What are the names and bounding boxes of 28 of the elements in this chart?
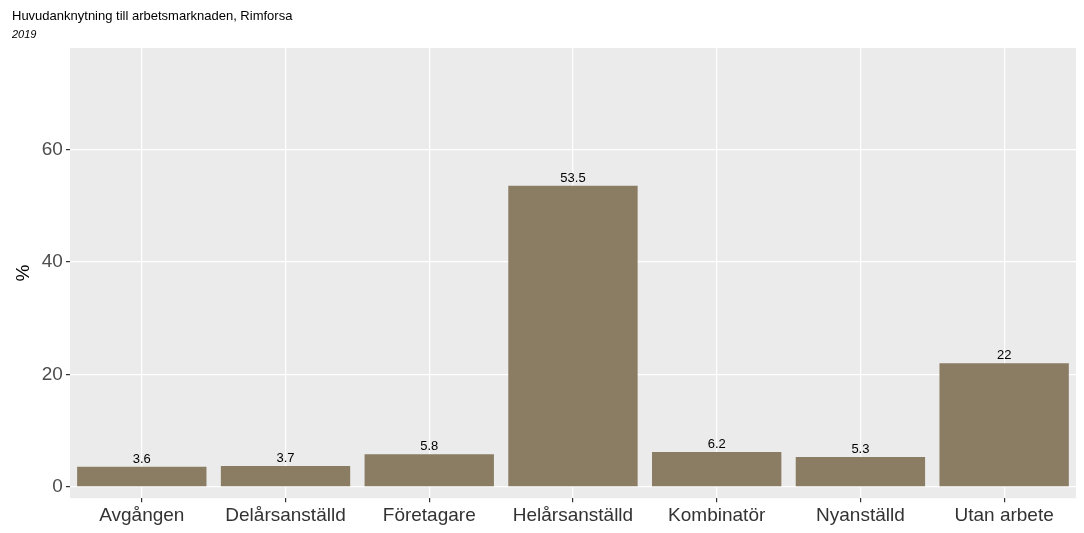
- x-tick-label: Helårsanställd: [512, 503, 634, 525]
- bar: [652, 452, 782, 487]
- y-tick-label: 0: [52, 475, 63, 497]
- chart-title: Huvudanknytning till arbetsmarknaden, Rimforsa: [12, 8, 293, 23]
- x-tick-label: Avgången: [99, 503, 185, 525]
- bar: [77, 466, 207, 487]
- data-label: 5.3: [851, 441, 870, 457]
- x-tick-label: Kombinatör: [668, 503, 766, 525]
- chart-subtitle: 2019: [12, 28, 37, 40]
- data-label: 6.2: [707, 436, 726, 452]
- bar: [364, 454, 494, 487]
- x-tick-label: Utan arbete: [954, 503, 1054, 525]
- data-label: 3.7: [276, 450, 295, 466]
- y-axis-title: %: [11, 264, 33, 282]
- x-tick-label: Nyanställd: [816, 503, 905, 525]
- bar: [939, 363, 1069, 487]
- data-label: 53.5: [560, 169, 586, 185]
- data-label: 5.8: [420, 438, 439, 454]
- bar: [795, 457, 926, 487]
- y-tick-label: 60: [41, 137, 63, 159]
- bar: [508, 185, 638, 487]
- y-tick-label: 40: [41, 250, 63, 272]
- data-label: 22: [996, 347, 1012, 363]
- x-tick-label: Företagare: [382, 503, 476, 525]
- bar: [220, 466, 351, 487]
- x-tick-label: Delårsanställd: [225, 503, 346, 525]
- y-tick-label: 20: [41, 362, 63, 384]
- data-label: 3.6: [132, 450, 151, 466]
